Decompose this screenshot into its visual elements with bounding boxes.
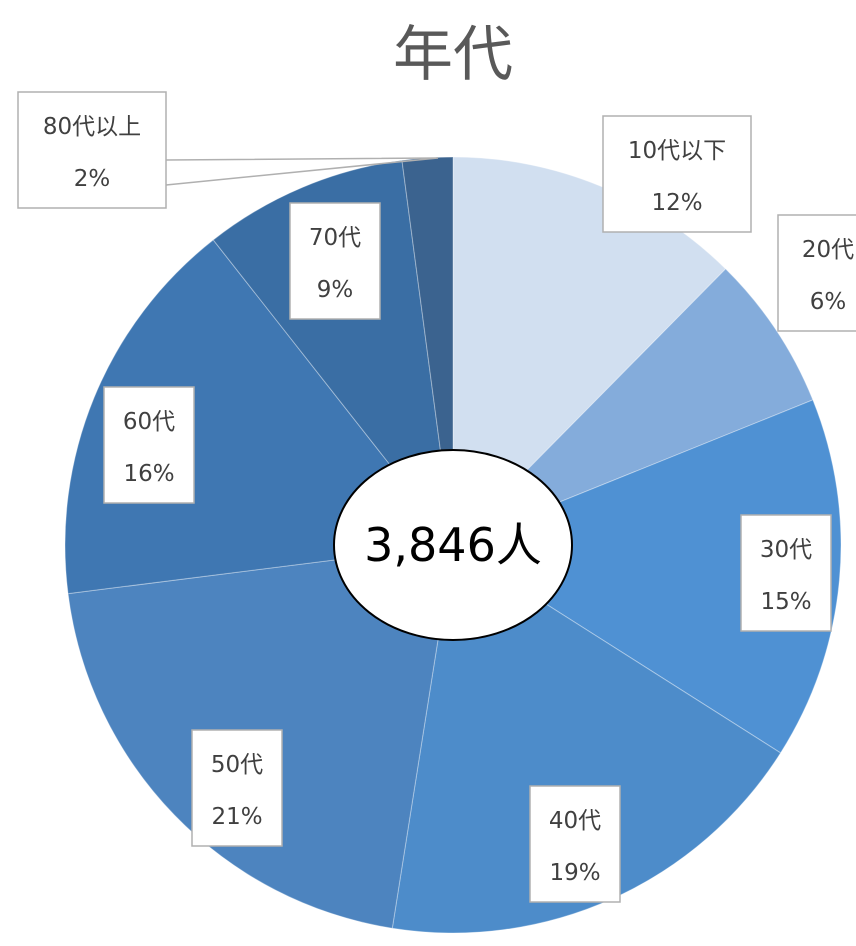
slice-category-label: 20代 <box>802 237 854 263</box>
slice-percent-label: 19% <box>549 860 600 886</box>
slice-percent-label: 15% <box>760 589 811 615</box>
slice-category-label: 30代 <box>760 537 812 563</box>
slice-category-label: 40代 <box>549 808 601 834</box>
slice-label-5: 50代 21% <box>191 729 283 847</box>
leader-line <box>165 157 439 186</box>
slice-percent-label: 16% <box>123 461 174 487</box>
center-ellipse <box>333 449 573 641</box>
slice-label-2: 20代 6% <box>777 214 856 332</box>
pie-slice-1 <box>452 156 727 547</box>
slice-label-4: 40代 19% <box>529 785 621 903</box>
slice-category-label: 60代 <box>123 409 175 435</box>
slice-percent-label: 6% <box>810 289 847 315</box>
slice-label-box <box>289 202 381 320</box>
slice-percent-label: 9% <box>317 277 354 303</box>
slice-label-1: 10代以下 12% <box>602 115 752 233</box>
slice-label-box <box>191 729 283 847</box>
slice-label-8: 80代以上 2% <box>17 91 167 209</box>
center-total: 3,846人 <box>333 449 573 641</box>
slice-label-box <box>529 785 621 903</box>
slice-label-6: 60代 16% <box>103 386 195 504</box>
pie-slice-2 <box>452 268 814 546</box>
label-leaders <box>165 157 439 186</box>
slice-category-label: 80代以上 <box>43 114 141 140</box>
slice-category-label: 70代 <box>309 225 361 251</box>
slice-label-7: 70代 9% <box>289 202 381 320</box>
slice-percent-label: 12% <box>651 190 702 216</box>
slice-percent-label: 2% <box>74 166 111 192</box>
slice-label-box <box>740 514 832 632</box>
slice-label-box <box>103 386 195 504</box>
slice-label-3: 30代 15% <box>740 514 832 632</box>
slice-category-label: 10代以下 <box>628 138 726 164</box>
slice-percent-label: 21% <box>211 804 262 830</box>
center-total-label: 3,846人 <box>364 518 542 572</box>
pie-slice-3 <box>451 399 842 754</box>
slice-labels: 10代以下 12% 20代 6% 30代 15% 40代 19% 50代 21% 60代 16% 70代… <box>17 91 856 903</box>
slice-label-box <box>777 214 856 332</box>
slice-label-box <box>602 115 752 233</box>
slice-category-label: 50代 <box>211 752 263 778</box>
chart-title: 年代 <box>393 20 513 90</box>
slice-label-box <box>17 91 167 209</box>
